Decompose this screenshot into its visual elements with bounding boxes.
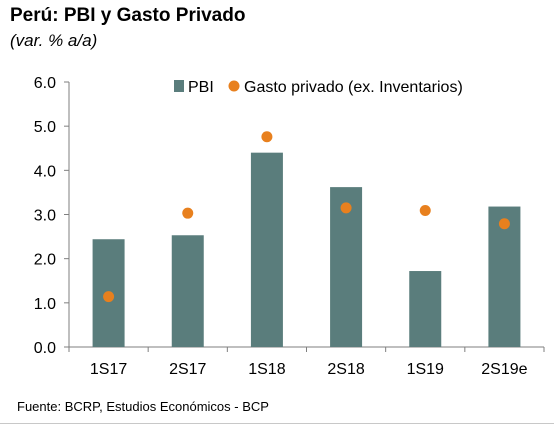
x-tick-label: 1S18 (248, 361, 285, 378)
x-tick-label: 1S19 (407, 361, 444, 378)
x-tick-label: 2S19e (481, 361, 527, 378)
legend-pbi-label: PBI (188, 79, 214, 96)
gasto-privado-point (182, 207, 194, 219)
chart-title: Perú: PBI y Gasto Privado (10, 5, 246, 26)
y-tick-label: 0.0 (34, 340, 56, 357)
pbi-bar (330, 187, 363, 347)
y-tick-label: 5.0 (34, 119, 56, 136)
y-tick-label: 6.0 (34, 75, 56, 92)
x-tick-label: 2S18 (327, 361, 364, 378)
gasto-privado-point (419, 205, 431, 217)
x-tick-label: 2S17 (169, 361, 206, 378)
gasto-privado-point (261, 131, 273, 143)
legend-pbi-swatch (174, 80, 184, 92)
bottom-divider (0, 423, 554, 424)
gasto-privado-point (340, 202, 352, 214)
y-tick-label: 4.0 (34, 163, 56, 180)
chart-subtitle: (var. % a/a) (10, 31, 98, 50)
pbi-bar (171, 235, 204, 347)
legend-gasto-privado-marker (228, 80, 240, 92)
pbi-bar (488, 206, 521, 347)
gasto-privado-point (103, 291, 115, 303)
pbi-bar (409, 271, 442, 347)
pbi-bar (250, 152, 283, 347)
gasto-privado-point (498, 218, 510, 230)
y-tick-label: 1.0 (34, 296, 56, 313)
y-tick-label: 3.0 (34, 208, 56, 225)
source-note: Fuente: BCRP, Estudios Económicos - BCP (17, 399, 269, 414)
y-tick-label: 2.0 (34, 252, 56, 269)
legend-gasto-privado-label: Gasto privado (ex. Inventarios) (244, 79, 463, 96)
x-tick-label: 1S17 (90, 361, 127, 378)
